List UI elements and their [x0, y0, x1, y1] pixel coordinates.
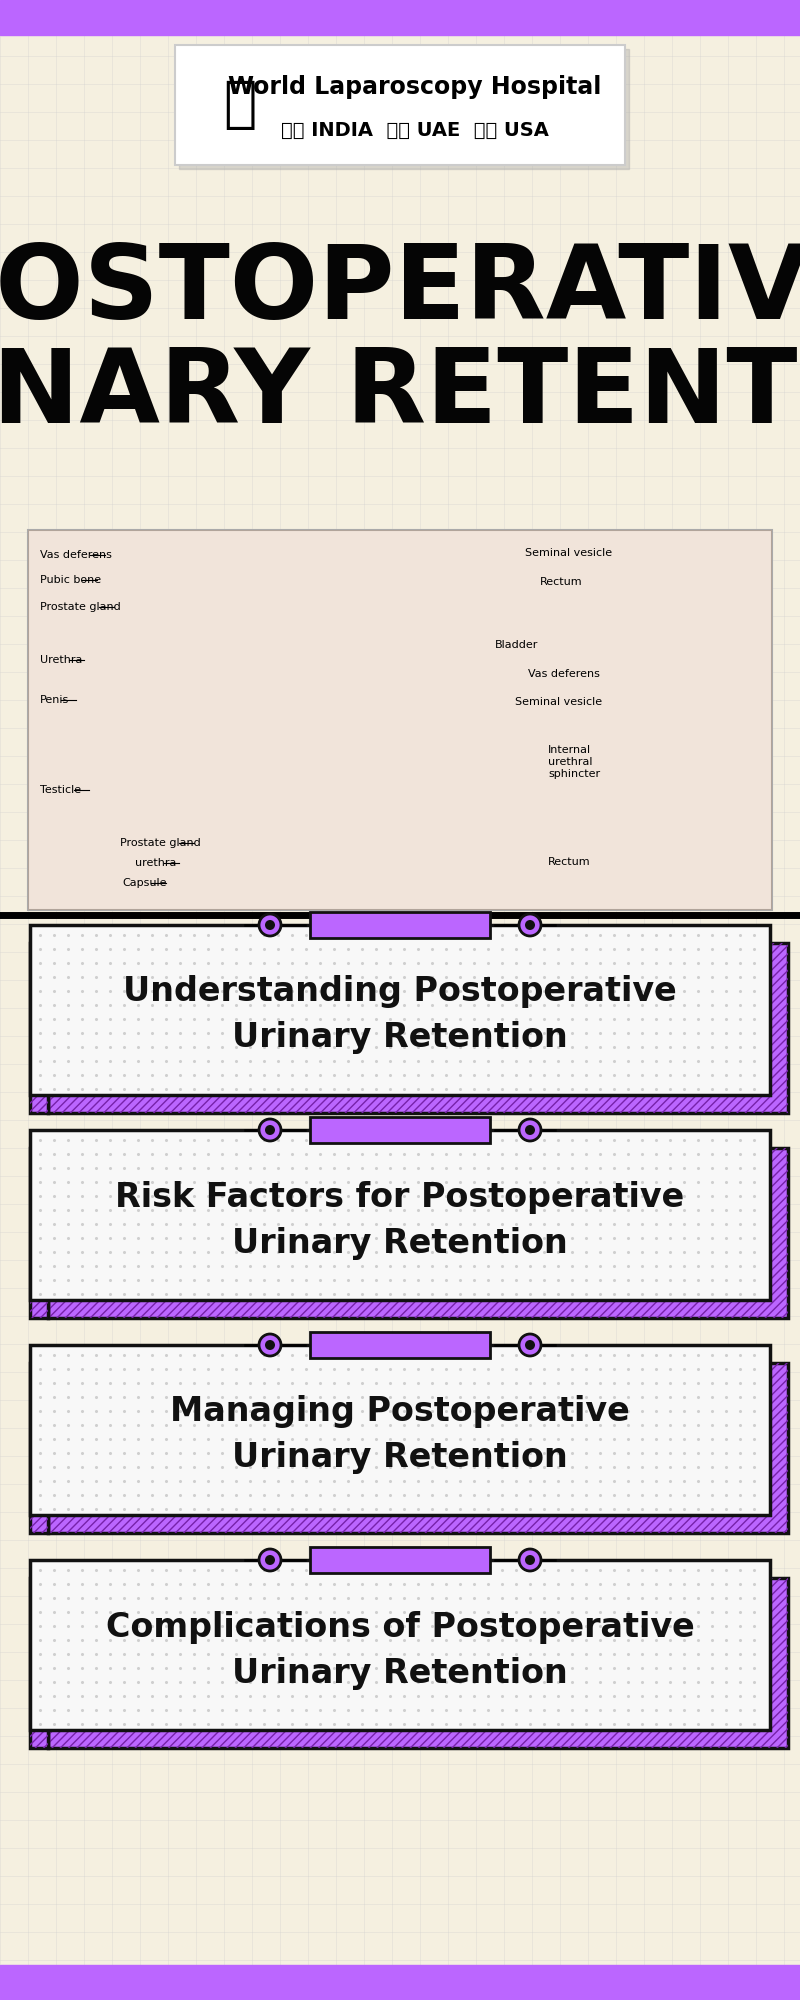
Circle shape — [259, 1120, 281, 1140]
Circle shape — [259, 1334, 281, 1356]
Text: Rectum: Rectum — [540, 576, 582, 588]
Text: Urinary Retention: Urinary Retention — [232, 1442, 568, 1474]
Bar — [30, 1148, 48, 1318]
Bar — [48, 1578, 788, 1748]
Bar — [310, 1116, 490, 1144]
Bar — [30, 1364, 48, 1532]
Bar — [30, 1130, 770, 1300]
Text: Internal
urethral
sphincter: Internal urethral sphincter — [548, 746, 600, 778]
Circle shape — [265, 1340, 275, 1350]
Text: Testicle: Testicle — [40, 784, 81, 794]
Circle shape — [259, 914, 281, 936]
Circle shape — [265, 920, 275, 930]
Bar — [0, 0, 800, 34]
Text: Managing Postoperative: Managing Postoperative — [170, 1396, 630, 1428]
Circle shape — [525, 1340, 535, 1350]
Text: Seminal vesicle: Seminal vesicle — [515, 698, 602, 708]
Bar — [175, 44, 625, 166]
Bar — [48, 944, 788, 1112]
Text: Bladder: Bladder — [495, 640, 538, 650]
Text: Pubic bone: Pubic bone — [40, 576, 101, 584]
Text: URINARY RETENTION: URINARY RETENTION — [0, 344, 800, 446]
Bar — [179, 48, 629, 170]
Bar — [310, 912, 490, 938]
Text: Seminal vesicle: Seminal vesicle — [525, 548, 612, 558]
Text: Understanding Postoperative: Understanding Postoperative — [123, 976, 677, 1008]
Text: Urinary Retention: Urinary Retention — [232, 1656, 568, 1690]
Circle shape — [525, 1124, 535, 1136]
Circle shape — [265, 1556, 275, 1564]
Text: Urethra: Urethra — [40, 656, 82, 664]
Bar — [0, 1964, 800, 2000]
Circle shape — [265, 1124, 275, 1136]
Text: Complications of Postoperative: Complications of Postoperative — [106, 1610, 694, 1644]
Circle shape — [519, 1120, 541, 1140]
Text: Prostate gland: Prostate gland — [120, 838, 201, 848]
Bar — [28, 530, 772, 910]
Text: Vas deferens: Vas deferens — [528, 668, 600, 680]
Bar — [48, 1364, 788, 1532]
Bar — [310, 1548, 490, 1572]
Text: Penis: Penis — [40, 696, 70, 706]
Bar — [48, 944, 788, 1112]
Bar — [30, 1364, 48, 1532]
Bar — [28, 530, 772, 910]
Circle shape — [259, 1548, 281, 1572]
Bar — [30, 1578, 48, 1748]
Bar — [30, 924, 770, 1096]
Circle shape — [519, 1334, 541, 1356]
Bar — [48, 1148, 788, 1318]
Circle shape — [525, 920, 535, 930]
Circle shape — [525, 1556, 535, 1564]
Bar — [30, 1148, 48, 1318]
Bar — [48, 1578, 788, 1748]
Bar — [48, 1148, 788, 1318]
Text: Vas deferens: Vas deferens — [40, 550, 112, 560]
Bar — [30, 944, 48, 1112]
Text: Risk Factors for Postoperative: Risk Factors for Postoperative — [115, 1180, 685, 1214]
Text: Capsule: Capsule — [122, 878, 166, 888]
Text: World Laparoscopy Hospital: World Laparoscopy Hospital — [228, 74, 602, 98]
Bar — [30, 1344, 770, 1516]
Bar — [48, 1364, 788, 1532]
Circle shape — [519, 1548, 541, 1572]
Text: 🏅: 🏅 — [223, 78, 257, 132]
Bar — [30, 944, 48, 1112]
Text: Rectum: Rectum — [548, 856, 590, 868]
Text: POSTOPERATIVE: POSTOPERATIVE — [0, 240, 800, 340]
Text: 🇮🇳 INDIA  🇦🇪 UAE  🇺🇸 USA: 🇮🇳 INDIA 🇦🇪 UAE 🇺🇸 USA — [281, 120, 549, 140]
Text: Urinary Retention: Urinary Retention — [232, 1022, 568, 1054]
Text: Prostate gland: Prostate gland — [40, 602, 121, 612]
Circle shape — [519, 914, 541, 936]
Text: Urinary Retention: Urinary Retention — [232, 1226, 568, 1260]
Bar — [30, 1560, 770, 1730]
Bar — [30, 1578, 48, 1748]
Text: urethra: urethra — [135, 858, 176, 868]
Bar — [310, 1332, 490, 1358]
